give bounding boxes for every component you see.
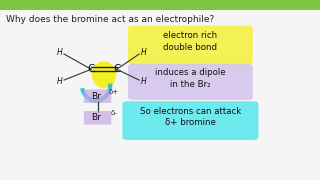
Ellipse shape — [92, 61, 116, 88]
FancyBboxPatch shape — [128, 64, 253, 100]
Text: C: C — [87, 64, 95, 74]
Text: H: H — [56, 77, 62, 86]
Text: H: H — [56, 48, 62, 57]
Text: Br: Br — [91, 92, 101, 101]
FancyBboxPatch shape — [84, 111, 111, 125]
Text: δ-: δ- — [110, 110, 117, 116]
Text: electron rich
double bond: electron rich double bond — [163, 31, 218, 52]
Text: C: C — [113, 64, 121, 74]
FancyBboxPatch shape — [84, 89, 111, 103]
Text: induces a dipole
in the Br₂: induces a dipole in the Br₂ — [155, 68, 226, 89]
Text: δ+: δ+ — [108, 89, 119, 95]
Text: H: H — [141, 77, 147, 86]
FancyBboxPatch shape — [122, 101, 259, 140]
Bar — [0, 0, 320, 10]
Text: Br: Br — [91, 113, 101, 122]
Text: Why does the bromine act as an electrophile?: Why does the bromine act as an electroph… — [6, 15, 215, 24]
FancyBboxPatch shape — [128, 26, 253, 64]
Text: H: H — [141, 48, 147, 57]
Text: So electrons can attack
δ+ bromine: So electrons can attack δ+ bromine — [140, 107, 241, 127]
